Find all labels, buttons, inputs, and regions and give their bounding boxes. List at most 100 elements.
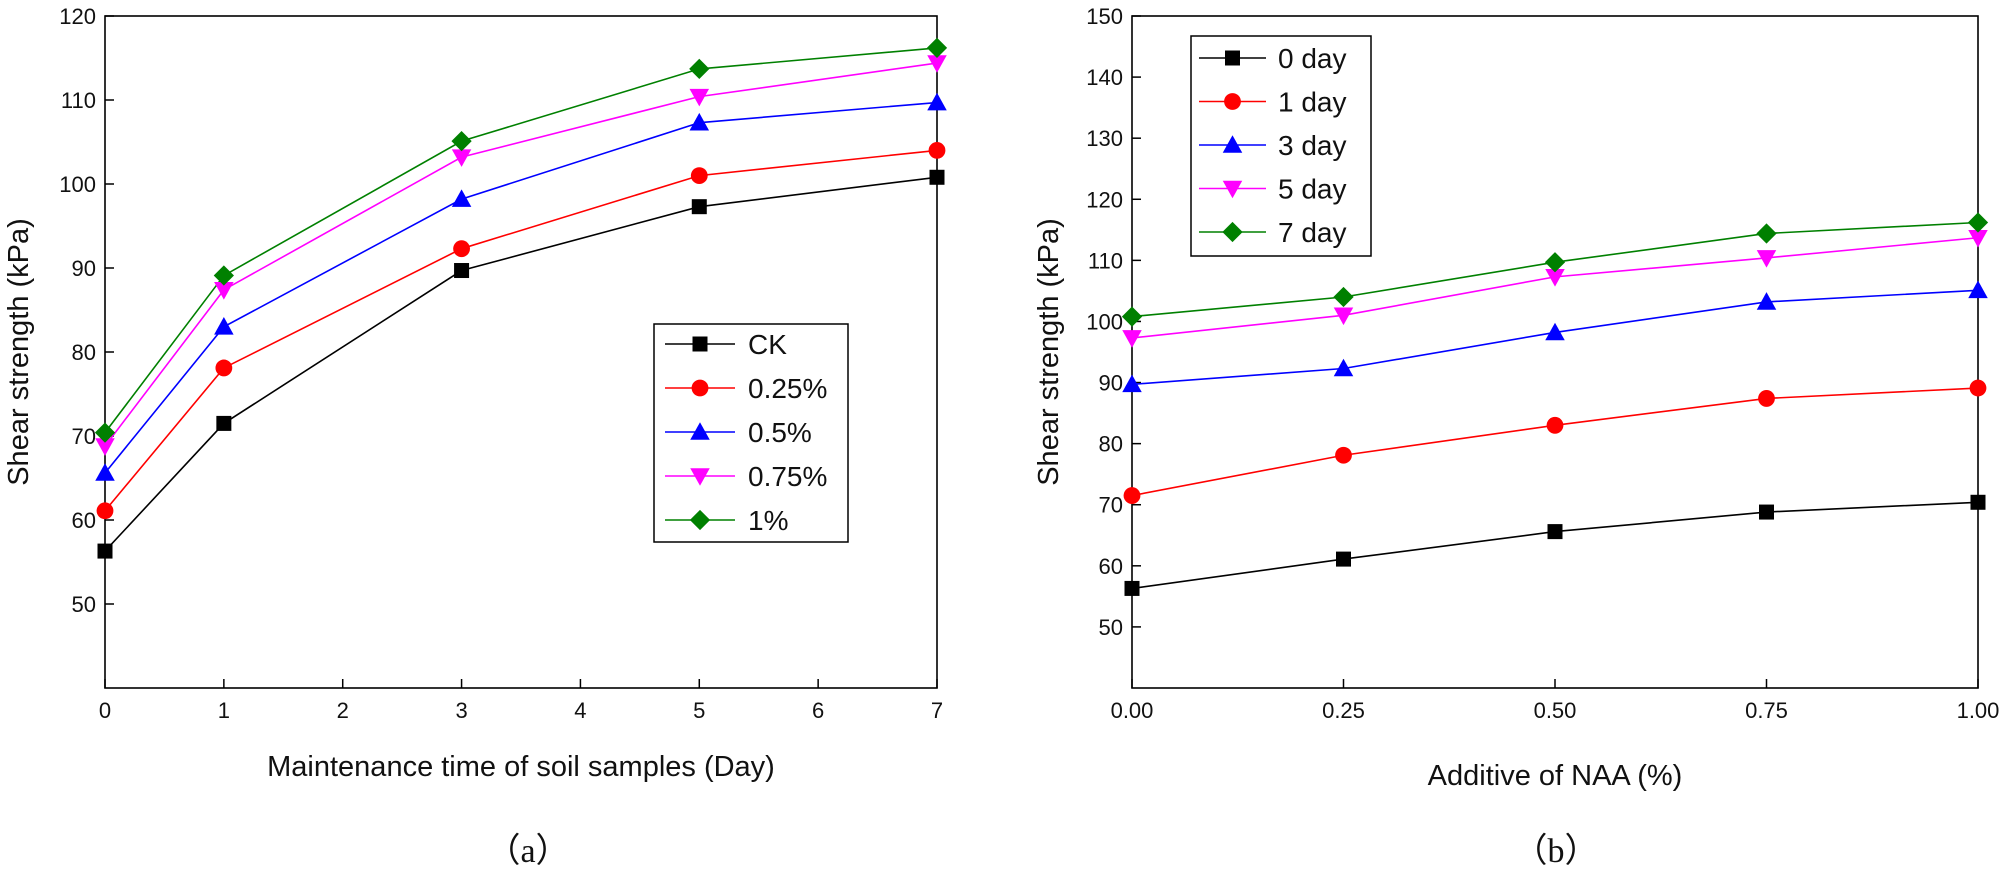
data-point [689,112,710,131]
x-tick-label: 0.50 [1534,698,1577,723]
data-point [1967,212,1989,233]
y-tick-label: 110 [61,88,96,113]
data-point [1756,223,1777,244]
data-point [1333,307,1354,326]
data-point [1336,551,1351,567]
legend-box [653,323,849,543]
data-point [1969,379,1987,397]
series-line [1131,501,1979,590]
data-point [1758,390,1775,407]
data-point [1121,306,1143,327]
y-axis-ticks: 50 60 70 80 90 100 110 120 130 140 150 [1086,4,1141,640]
data-point [1968,229,1988,248]
series-markers [1121,212,1989,596]
figure-caption-a: （a） [486,832,569,870]
chart-panel-b: 0.00 0.25 0.50 0.75 1.00 50 60 70 80 90 100 110 120… [1033,4,1999,870]
series-markers [94,37,948,559]
legend-marker [1222,180,1243,199]
data-point [1544,252,1566,273]
data-point [1756,292,1777,310]
data-point [453,240,470,258]
data-point [1968,280,1988,299]
y-axis-label: Shear strength (kPa) [1033,218,1065,486]
x-tick-label: 1 [218,698,230,723]
y-tick-label: 140 [1086,65,1123,90]
data-point [454,263,470,279]
data-point [689,58,710,80]
series-line [1131,387,1979,497]
data-point [1545,269,1565,287]
legend-marker [1225,50,1240,66]
y-tick-label: 120 [1086,187,1123,212]
data-point [1545,322,1565,341]
figure-caption-b: （b） [1514,832,1599,870]
legend-marker [690,422,710,440]
data-point [927,92,947,111]
data-point [1123,487,1141,504]
y-tick-label: 130 [1086,126,1123,151]
y-tick-label: 100 [1086,309,1123,334]
legend: 0 day 1 day 3 day 5 day 7 day [1190,35,1372,257]
data-point [1546,416,1564,434]
data-point [96,502,114,520]
legend-marker [1224,93,1241,110]
data-point [1122,374,1142,393]
legend-marker [691,379,709,397]
legend-label: 0 day [1278,43,1347,74]
data-point [689,88,710,107]
y-tick-label: 80 [72,340,96,365]
x-tick-label: 0 [99,698,111,723]
x-axis-ticks: 0 1 2 3 4 5 6 7 [99,679,943,723]
legend-entries: 0 day 1 day 3 day 5 day 7 day [1199,43,1347,248]
data-point [215,359,233,377]
x-axis-label: Maintenance time of soil samples (Day) [267,751,775,783]
y-tick-label: 100 [59,172,96,197]
y-tick-label: 150 [1086,4,1123,29]
y-tick-label: 90 [72,256,96,281]
data-point [927,55,947,73]
y-tick-label: 120 [59,4,96,29]
chart-panel-a: 0 1 2 3 4 5 6 7 50 60 70 80 90 100 110 120 Maintenance… [3,4,948,870]
y-tick-label: 90 [1099,371,1123,396]
x-tick-label: 5 [693,698,705,723]
y-tick-label: 70 [72,424,96,449]
x-tick-label: 7 [931,698,943,723]
legend-marker [690,468,710,486]
legend: CK 0.25% 0.5% 0.75% 1% [653,323,849,543]
data-point [216,415,232,431]
data-point [1333,286,1354,308]
y-tick-label: 50 [1099,615,1123,640]
data-point [451,189,472,207]
legend-label: 1 day [1278,87,1347,118]
data-point [1124,580,1140,596]
data-point [213,265,234,286]
x-tick-label: 1.00 [1957,698,2000,723]
data-point [1335,446,1352,464]
data-point [1547,524,1563,540]
data-point [1333,358,1354,377]
legend-label: 7 day [1278,217,1347,248]
legend-label: 5 day [1278,174,1347,205]
data-point [214,282,234,300]
y-axis-ticks: 50 60 70 80 90 100 110 120 [59,4,114,617]
legend-label: 1% [748,505,788,536]
legend-label: 0.25% [748,373,827,404]
legend-label: 0.75% [748,461,827,492]
data-point [95,463,115,481]
x-tick-label: 6 [812,698,824,723]
y-axis-label: Shear strength (kPa) [3,218,35,486]
data-point [926,37,948,59]
y-tick-label: 70 [1099,493,1123,518]
y-tick-label: 110 [1088,248,1123,273]
data-point [214,317,234,335]
data-point [451,149,472,167]
legend-marker [1222,135,1243,153]
legend-label: CK [748,329,787,360]
y-tick-label: 60 [72,508,96,533]
legend-marker [689,509,711,531]
y-tick-label: 50 [72,592,96,617]
data-point [691,199,707,215]
legend-label: 0.5% [748,417,812,448]
x-tick-label: 4 [574,698,586,723]
